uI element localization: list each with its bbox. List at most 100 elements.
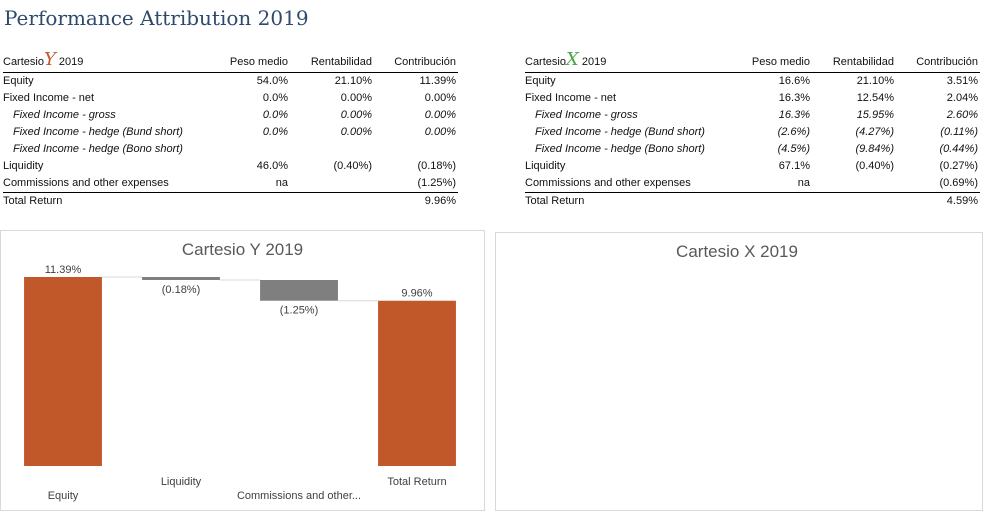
table-row: Commissions and other expenses na (1.25%) (3, 175, 458, 192)
table-cell: (9.84%) (855, 143, 894, 155)
fund-year: 2019 (581, 56, 607, 68)
chart-panel: Cartesio Y 2019 11.39% Equity (0.18%) Liquid… (0, 230, 485, 511)
table-row: Commissions and other expenses na (0.69%) (525, 175, 980, 192)
table-cell: 11.39% (419, 75, 457, 87)
table-cell (288, 141, 372, 158)
table-row: Liquidity 46.0% (0.40%) (0.18%) (3, 158, 458, 175)
bar (260, 279, 338, 301)
row-label: Commissions and other expenses (3, 177, 169, 189)
table-row: Equity 54.0% 21.10% 11.39% (3, 73, 458, 90)
row-label: Fixed Income - net (3, 92, 95, 104)
table-cell: 4.59% (946, 195, 978, 207)
row-label: Liquidity (525, 160, 566, 172)
table-cell (288, 175, 372, 192)
fund-year: 2019 (58, 56, 84, 68)
table-row: Fixed Income - gross 0.0% 0.00% 0.00% (3, 107, 458, 124)
table-cell: (4.5%) (777, 143, 810, 155)
fund-letter: X (565, 49, 579, 70)
column-header: Contribución (394, 56, 456, 68)
table-cell: 2.04% (946, 92, 978, 104)
column-header: Rentabilidad (832, 56, 894, 68)
table-cell: 46.0% (256, 160, 288, 172)
row-label: Total Return (525, 195, 585, 207)
table-row: Total Return 9.96% (3, 192, 458, 210)
data-label: (1.25%) (280, 305, 319, 317)
row-label: Commissions and other expenses (525, 177, 691, 189)
bar (142, 277, 220, 280)
table-cell: 9.96% (424, 195, 456, 207)
chart: Cartesio X 20193.51%Equity2.04%Fixed Inc… (676, 242, 798, 261)
table-cell: (0.44%) (939, 143, 978, 155)
table-cell (203, 141, 288, 158)
table-cell: (0.40%) (855, 160, 894, 172)
row-label: Fixed Income - hedge (Bund short) (13, 126, 183, 138)
table-cell: 0.0% (262, 126, 288, 138)
table-cell: na (275, 177, 288, 189)
column-header: Peso medio (229, 56, 288, 68)
column-header: Contribución (916, 56, 978, 68)
table-row: Liquidity 67.1% (0.40%) (0.27%) (525, 158, 980, 175)
x-tick-label: Total Return (387, 476, 446, 488)
table-cell: 0.00% (424, 92, 456, 104)
column-header: Rentabilidad (310, 56, 372, 68)
bar (24, 277, 102, 466)
table: CartesioX 2019 Peso medio Rentabilidad Cont… (525, 51, 980, 210)
table: CartesioY 2019 Peso medio Rentabilidad Cont… (3, 51, 458, 210)
fund-letter: Y (43, 49, 56, 70)
table-cell: (0.11%) (940, 126, 978, 138)
table-row: Fixed Income - hedge (Bund short) (2.6%) (… (525, 124, 980, 141)
table-row: Fixed Income - net 0.0% 0.00% 0.00% (3, 90, 458, 107)
table-cell: 0.00% (340, 92, 372, 104)
table-row: Equity 16.6% 21.10% 3.51% (525, 73, 980, 90)
table-cell: 21.10% (334, 75, 372, 87)
table-cell: 3.51% (946, 75, 978, 87)
table-cell: (0.27%) (939, 160, 978, 172)
x-tick-label: Equity (48, 490, 79, 502)
table-cell: (2.6%) (777, 126, 810, 138)
table-cell (372, 141, 456, 158)
table-cell: 0.00% (340, 109, 372, 121)
table-cell: (1.25%) (417, 177, 456, 189)
table-cell: (0.69%) (939, 177, 978, 189)
table-cell: 0.0% (262, 109, 288, 121)
row-label: Fixed Income - gross (535, 109, 638, 121)
table-cell (288, 193, 372, 210)
row-label: Equity (3, 75, 34, 87)
data-label: (0.18%) (162, 284, 201, 296)
row-label: Fixed Income - hedge (Bono short) (535, 143, 705, 155)
table-cell: na (797, 177, 810, 189)
table-cell (203, 193, 288, 210)
fund-name: Cartesio (525, 56, 566, 68)
row-label: Fixed Income - hedge (Bono short) (13, 143, 183, 155)
table-cell: 21.10% (856, 75, 894, 87)
table-row: Total Return 4.59% (525, 192, 980, 210)
table-cell (725, 193, 810, 210)
data-label: 11.39% (45, 264, 82, 276)
table-row: Fixed Income - net 16.3% 12.54% 2.04% (525, 90, 980, 107)
table-cell: (0.18%) (417, 160, 456, 172)
table-row: Fixed Income - hedge (Bund short) 0.0% 0.0… (3, 124, 458, 141)
table-cell: 0.00% (424, 126, 456, 138)
chart-title: Cartesio X 2019 (676, 242, 798, 261)
header-label: CartesioX 2019 (525, 51, 725, 72)
table-cell: 54.0% (256, 75, 288, 87)
table-cell: 16.6% (778, 75, 810, 87)
row-label: Liquidity (3, 160, 44, 172)
row-label: Equity (525, 75, 556, 87)
row-label: Fixed Income - gross (13, 109, 116, 121)
table-cell: 67.1% (778, 160, 810, 172)
table-cell: 12.54% (856, 92, 894, 104)
table-cell: 16.3% (778, 92, 810, 104)
table-header: CartesioX 2019 Peso medio Rentabilidad Cont… (525, 51, 980, 73)
table-cell: 0.0% (262, 92, 288, 104)
table-row: Fixed Income - hedge (Bono short) (3, 141, 458, 158)
row-label: Total Return (3, 195, 63, 207)
chart-panel: Cartesio X 20193.51%Equity2.04%Fixed Inc… (495, 232, 983, 511)
x-tick-label: Commissions and other... (237, 490, 361, 502)
table-cell: 0.00% (424, 109, 456, 121)
fund-name: Cartesio (3, 56, 44, 68)
table-cell: 0.00% (340, 126, 372, 138)
table-header: CartesioY 2019 Peso medio Rentabilidad Cont… (3, 51, 458, 73)
row-label: Fixed Income - hedge (Bund short) (535, 126, 705, 138)
